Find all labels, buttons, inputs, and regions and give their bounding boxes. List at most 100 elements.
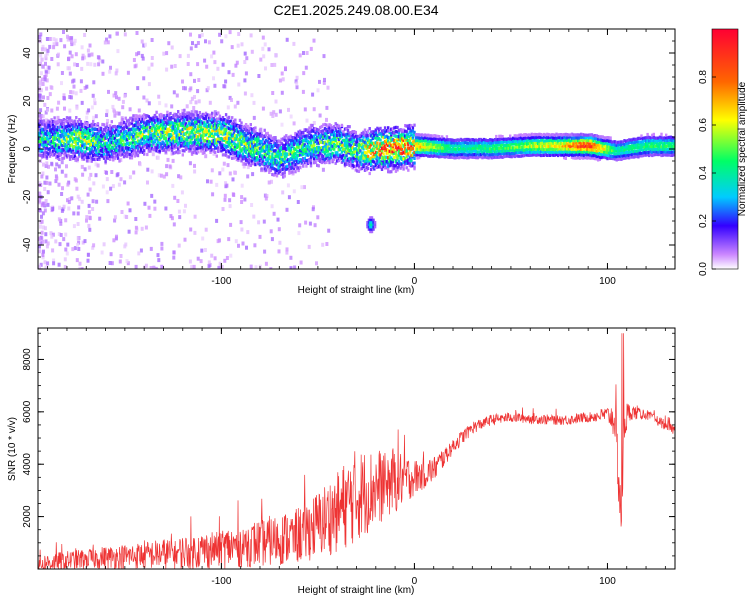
heatmap-cell: [108, 261, 112, 265]
heatmap-cell: [194, 151, 197, 155]
heatmap-cell: [495, 155, 498, 159]
heatmap-cell: [180, 138, 183, 142]
heatmap-cell: [570, 155, 574, 159]
heatmap-cell: [325, 242, 329, 246]
heatmap-cell: [505, 137, 509, 141]
heatmap-cell: [203, 113, 206, 117]
heatmap-cell: [153, 131, 157, 136]
heatmap-cell: [387, 167, 390, 171]
heatmap-cell: [62, 137, 66, 141]
heatmap-cell: [237, 243, 240, 248]
heatmap-cell: [105, 177, 109, 182]
heatmap-cell: [478, 150, 481, 154]
heatmap-cell: [441, 137, 444, 142]
heatmap-cell: [337, 158, 340, 163]
heatmap-cell: [360, 156, 364, 160]
heatmap-cell: [433, 145, 436, 149]
heatmap-cell: [427, 151, 430, 155]
heatmap-cell: [546, 153, 549, 157]
heatmap-cell: [164, 120, 167, 124]
heatmap-cell: [505, 151, 509, 155]
heatmap-cell: [348, 138, 351, 142]
heatmap-cell: [295, 75, 299, 80]
heatmap-cell: [308, 149, 311, 153]
heatmap-cell: [524, 145, 527, 149]
heatmap-cell: [269, 138, 272, 143]
heatmap-cell: [451, 140, 455, 145]
heatmap-cell: [76, 211, 80, 216]
heatmap-cell: [244, 141, 248, 146]
heatmap-cell: [348, 151, 351, 155]
heatmap-cell: [541, 150, 544, 154]
heatmap-cell: [462, 152, 466, 156]
heatmap-cell: [42, 249, 45, 254]
heatmap-cell: [55, 120, 58, 124]
heatmap-cell: [519, 136, 523, 140]
heatmap-cell: [84, 129, 87, 133]
heatmap-cell: [349, 148, 353, 152]
heatmap-cell: [130, 119, 134, 123]
heatmap-cell: [46, 261, 50, 266]
heatmap-cell: [331, 146, 334, 150]
heatmap-cell: [48, 44, 52, 49]
heatmap-cell: [244, 133, 248, 138]
heatmap-cell: [55, 106, 59, 111]
heatmap-cell: [366, 166, 370, 171]
heatmap-cell: [539, 141, 543, 145]
heatmap-cell: [360, 138, 364, 143]
heatmap-cell: [168, 164, 172, 169]
heatmap-cell: [127, 146, 130, 151]
heatmap-cell: [292, 164, 296, 168]
heatmap-cell: [302, 138, 305, 143]
heatmap-cell: [186, 118, 189, 122]
heatmap-cell: [231, 139, 234, 143]
heatmap-cell: [238, 135, 242, 139]
heatmap-cell: [248, 158, 251, 162]
heatmap-cell: [271, 155, 274, 159]
heatmap-cell: [240, 142, 243, 146]
heatmap-cell: [41, 148, 44, 152]
heatmap-cell: [285, 159, 288, 163]
heatmap-cell: [134, 225, 138, 230]
heatmap-cell: [558, 135, 561, 140]
heatmap-cell: [183, 112, 186, 116]
heatmap-cell: [87, 108, 91, 113]
heatmap-cell: [427, 145, 430, 149]
heatmap-cell: [63, 44, 67, 49]
heatmap-cell: [459, 141, 462, 145]
heatmap-cell: [575, 136, 578, 140]
heatmap-cell: [46, 202, 50, 207]
heatmap-cell: [370, 138, 373, 143]
heatmap-cell: [92, 141, 95, 145]
heatmap-cell: [68, 144, 72, 148]
heatmap-cell: [419, 148, 422, 152]
heatmap-cell: [490, 156, 493, 160]
heatmap-cell: [143, 144, 146, 148]
heatmap-cell: [526, 136, 529, 140]
heatmap-cell: [98, 141, 101, 145]
heatmap-cell: [40, 214, 43, 219]
heatmap-cell: [98, 58, 102, 63]
heatmap-cell: [207, 117, 211, 121]
heatmap-cell: [246, 165, 250, 170]
heatmap-cell: [215, 120, 218, 124]
heatmap-cell: [376, 144, 379, 148]
heatmap-cell: [136, 141, 140, 146]
heatmap-cell: [201, 142, 205, 146]
heatmap-cell: [431, 137, 435, 141]
heatmap-cell: [434, 143, 438, 147]
heatmap-cell: [212, 135, 215, 139]
heatmap-cell: [366, 154, 370, 158]
heatmap-cell: [479, 140, 483, 144]
heatmap-cell: [181, 109, 185, 113]
heatmap-cell: [72, 145, 75, 149]
heatmap-cell: [232, 139, 236, 144]
heatmap-cell: [218, 137, 222, 141]
heatmap-cell: [98, 155, 101, 160]
heatmap-cell: [39, 121, 42, 125]
heatmap-cell: [268, 151, 271, 155]
heatmap-cell: [204, 126, 208, 130]
heatmap-cell: [85, 146, 89, 150]
heatmap-cell: [322, 150, 325, 154]
heatmap-cell: [349, 164, 353, 168]
